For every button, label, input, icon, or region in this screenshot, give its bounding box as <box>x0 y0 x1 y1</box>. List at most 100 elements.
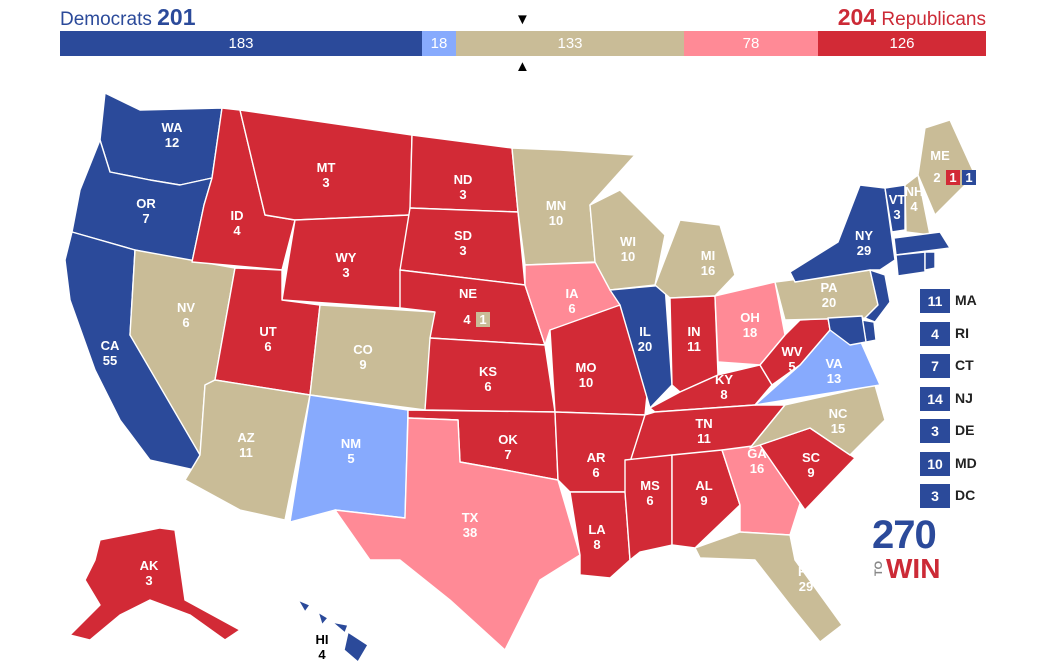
state-ny[interactable] <box>789 184 896 283</box>
state-abbr-ca: CA <box>101 338 120 353</box>
state-ev-wi: 10 <box>621 249 635 264</box>
state-ev-sc: 9 <box>807 465 814 480</box>
state-abbr-ok: OK <box>498 432 518 447</box>
state-abbr-me: ME <box>930 148 950 163</box>
state-ev-hi: 4 <box>318 647 326 662</box>
state-abbr-mt: MT <box>317 160 336 175</box>
state-abbr-wa: WA <box>162 120 184 135</box>
270towin-logo[interactable]: 270 TO WIN <box>872 515 940 583</box>
state-ev-or: 7 <box>142 211 149 226</box>
ne-split-statewide: 4 <box>463 312 471 327</box>
democrats-label: Democrats <box>60 9 152 30</box>
state-ev-ny: 29 <box>857 243 871 258</box>
me-split-district-1: 1 <box>949 170 956 185</box>
state-abbr-nd: ND <box>454 172 473 187</box>
state-ev-ca: 55 <box>103 353 117 368</box>
small-state-name-md: MD <box>955 454 977 471</box>
state-abbr-ky: KY <box>715 372 733 387</box>
bar-segment-lean-rep: 78 <box>684 31 818 56</box>
bar-segment-solid-rep: 126 <box>818 31 986 56</box>
state-ev-az: 11 <box>239 445 253 460</box>
state-ct[interactable] <box>895 251 926 277</box>
state-al[interactable] <box>671 449 741 549</box>
logo-win: WIN <box>886 553 941 584</box>
small-state-ev-ma[interactable]: 11 <box>920 289 950 313</box>
state-ev-id: 4 <box>233 223 241 238</box>
state-ma[interactable] <box>893 231 951 256</box>
small-state-ev-dc[interactable]: 3 <box>920 484 950 508</box>
state-ev-mi: 16 <box>701 263 715 278</box>
state-abbr-wv: WV <box>782 344 803 359</box>
state-abbr-fl: FL <box>798 564 814 579</box>
state-ev-fl: 29 <box>799 579 813 594</box>
state-ev-vt: 3 <box>893 207 900 222</box>
state-abbr-nc: NC <box>829 406 848 421</box>
state-vt[interactable] <box>884 184 906 233</box>
state-ev-nc: 15 <box>831 421 845 436</box>
state-abbr-al: AL <box>695 478 712 493</box>
state-ev-in: 11 <box>687 339 701 354</box>
state-ev-mo: 10 <box>579 375 593 390</box>
small-state-ev-nj[interactable]: 14 <box>920 386 950 411</box>
state-ev-ut: 6 <box>264 339 271 354</box>
state-az[interactable] <box>184 379 311 521</box>
bar-segment-solid-dem: 183 <box>60 31 422 56</box>
logo-to: TO <box>873 560 885 576</box>
state-abbr-ne: NE <box>459 286 477 301</box>
ne-split-district-box <box>476 312 490 327</box>
state-nc[interactable] <box>749 384 886 456</box>
state-abbr-co: CO <box>353 342 373 357</box>
state-abbr-ia: IA <box>566 286 580 301</box>
republicans-header: 204 Republicans <box>838 4 986 31</box>
state-abbr-wi: WI <box>620 234 636 249</box>
midpoint-up-marker: ▲ <box>515 58 530 75</box>
state-abbr-ga: GA <box>747 446 767 461</box>
state-abbr-in: IN <box>688 324 701 339</box>
state-ev-mt: 3 <box>322 175 329 190</box>
state-ev-nm: 5 <box>347 451 354 466</box>
state-abbr-az: AZ <box>237 430 254 445</box>
state-ev-nd: 3 <box>459 187 466 202</box>
state-md[interactable] <box>827 315 867 346</box>
state-ev-pa: 20 <box>822 295 836 310</box>
state-ev-tx: 38 <box>463 525 477 540</box>
state-fl[interactable] <box>694 531 843 643</box>
state-ev-ky: 8 <box>720 387 727 402</box>
state-mo[interactable] <box>549 304 649 416</box>
state-ev-ga: 16 <box>750 461 764 476</box>
state-abbr-ny: NY <box>855 228 873 243</box>
bar-segment-tossup: 133 <box>456 31 684 56</box>
state-wa[interactable] <box>99 92 223 186</box>
state-ev-la: 8 <box>593 537 600 552</box>
small-state-ev-de[interactable]: 3 <box>920 419 950 443</box>
state-abbr-vt: VT <box>889 192 906 207</box>
small-state-ev-md[interactable]: 10 <box>920 451 950 476</box>
ne-split-district: 1 <box>479 312 486 327</box>
democrats-total: 201 <box>157 4 196 30</box>
state-abbr-ak: AK <box>140 558 159 573</box>
state-abbr-mo: MO <box>576 360 597 375</box>
state-abbr-or: OR <box>136 196 156 211</box>
state-me[interactable] <box>917 119 976 216</box>
state-ev-co: 9 <box>359 357 366 372</box>
state-nj[interactable] <box>864 269 891 323</box>
state-ev-wa: 12 <box>165 135 179 150</box>
state-ak[interactable] <box>69 527 241 641</box>
state-co[interactable] <box>309 304 436 411</box>
state-mi[interactable] <box>654 219 736 299</box>
state-abbr-oh: OH <box>740 310 760 325</box>
state-ev-nh: 4 <box>910 199 918 214</box>
me-split-district-1-box <box>946 170 960 185</box>
state-abbr-wy: WY <box>336 250 357 265</box>
state-abbr-nv: NV <box>177 300 195 315</box>
small-state-ev-ri[interactable]: 4 <box>920 321 950 346</box>
state-abbr-mi: MI <box>701 248 715 263</box>
state-abbr-hi: HI <box>316 632 329 647</box>
state-ri[interactable] <box>924 251 936 271</box>
small-state-ev-ct[interactable]: 7 <box>920 354 950 378</box>
state-tx[interactable] <box>334 417 581 651</box>
small-state-name-ri: RI <box>955 324 969 341</box>
state-abbr-nm: NM <box>341 436 361 451</box>
state-hi[interactable] <box>297 599 369 663</box>
state-ev-nv: 6 <box>182 315 189 330</box>
